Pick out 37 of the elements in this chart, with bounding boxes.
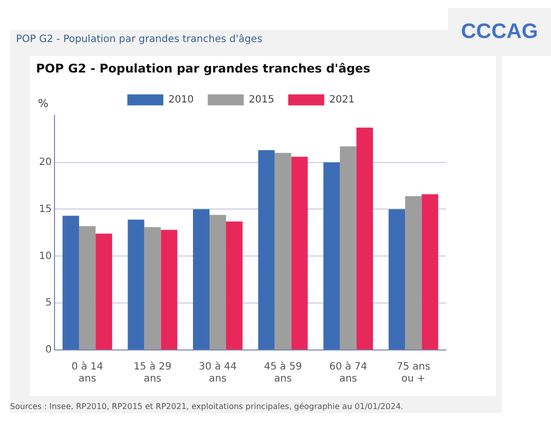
legend-label: 2015 [248,94,274,106]
bar [62,216,80,350]
x-tick-label: 45 à 59 ans [264,362,302,385]
bar [274,152,292,350]
y-tick-label: 20 [38,156,52,168]
bar [291,156,308,350]
text: POP G2 - Population par grandes tranches d'âges [16,34,262,45]
y-tick-label: 5 [45,298,52,309]
y-tick-label: 10 [38,250,52,262]
x-tick-label: 30 à 44 ans [198,362,237,385]
text: CCCAG [448,8,551,56]
source-note: Sources : Insee, RP2010, RP2015 et RP2021, exploitations principales, géographie au 01/01/2024. [10,400,502,413]
bar [144,227,161,350]
bar [388,209,406,350]
bar [226,221,243,350]
bar [128,220,144,350]
x-tick-label: 0 à 14 ans [72,362,104,385]
x-tick-label: 15 à 29 ans [134,362,172,385]
bar [160,230,178,350]
x-tick-label: 60 à 74 ans [329,362,368,385]
bar [356,128,373,350]
bar [209,214,226,350]
x-tick-label: 75 ans ou + [396,362,430,385]
bar [258,150,275,350]
legend-label: 2021 [329,94,355,106]
chart-title: POP G2 - Population par grandes tranches d'âges [36,61,370,76]
bar [79,226,96,350]
y-tick-label: 0 [45,344,52,356]
legend-label: 2010 [168,94,194,106]
bar [96,234,112,350]
bar [192,209,210,350]
bar [405,196,422,350]
y-tick-label: 15 [38,204,52,215]
bar [340,146,356,350]
y-axis-title: % [38,96,48,110]
bar [422,194,438,350]
bar [323,162,340,350]
